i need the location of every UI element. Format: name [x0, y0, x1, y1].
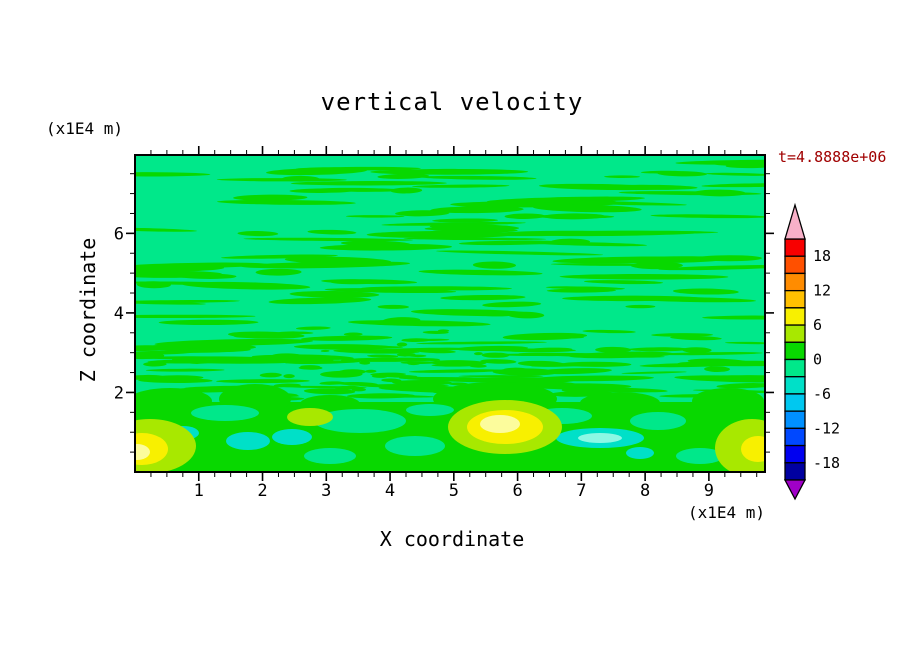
- y-axis-label: Z coordinate: [76, 237, 100, 383]
- x-tick-label: 3: [321, 481, 331, 501]
- colorbar-band: [784, 238, 806, 257]
- x-tick-label: 2: [257, 481, 267, 501]
- colorbar-band: [784, 272, 806, 292]
- colorbar-band: [784, 289, 806, 309]
- contour-field: [135, 155, 765, 472]
- x-tick-label: 7: [576, 481, 586, 501]
- x-tick-label: 5: [449, 481, 459, 501]
- x-tick-label: 1: [194, 481, 204, 501]
- colorbar-band: [784, 358, 806, 378]
- colorbar-label: 0: [813, 351, 822, 369]
- y-tick-label: 2: [114, 383, 124, 403]
- x-tick-label: 9: [704, 481, 714, 501]
- colorbar-band: [784, 393, 806, 412]
- colorbar-under-arrow: [783, 479, 807, 501]
- colorbar-label: 18: [813, 247, 831, 265]
- colorbar-over-arrow: [784, 202, 806, 240]
- x-axis-label: X coordinate: [379, 527, 525, 551]
- colorbar-label: -18: [813, 454, 840, 472]
- colorbar-label: 12: [813, 282, 831, 300]
- colorbar-band: [784, 255, 806, 275]
- colorbar-band: [784, 307, 806, 326]
- colorbar-band: [784, 376, 806, 395]
- colorbar-band: [784, 444, 806, 464]
- x-tick-label: 4: [385, 481, 395, 501]
- colorbar-band: [784, 341, 806, 361]
- colorbar-band: [784, 427, 806, 447]
- colorbar-label: -6: [813, 385, 831, 403]
- y-tick-label: 4: [114, 304, 124, 324]
- colorbar: 18 12 6 0 -6 -12 -18: [783, 202, 840, 501]
- colorbar-label: 6: [813, 316, 822, 334]
- y-axis-unit: (x1E4 m): [46, 119, 124, 138]
- colorbar-label: -12: [813, 419, 840, 437]
- tick-labels: 1 2 3 4 5 6 7 8 9 2 4 6: [114, 224, 714, 501]
- y-tick-label: 6: [114, 224, 124, 244]
- x-axis-unit: (x1E4 m): [688, 503, 766, 522]
- time-label: t=4.8888e+06: [778, 148, 887, 166]
- axis-ticks: [126, 146, 774, 481]
- colorbar-band: [784, 410, 806, 430]
- colorbar-band: [784, 324, 806, 343]
- plot-title: vertical velocity: [320, 88, 584, 116]
- x-tick-label: 8: [640, 481, 650, 501]
- colorbar-band: [784, 462, 806, 481]
- x-tick-label: 6: [512, 481, 522, 501]
